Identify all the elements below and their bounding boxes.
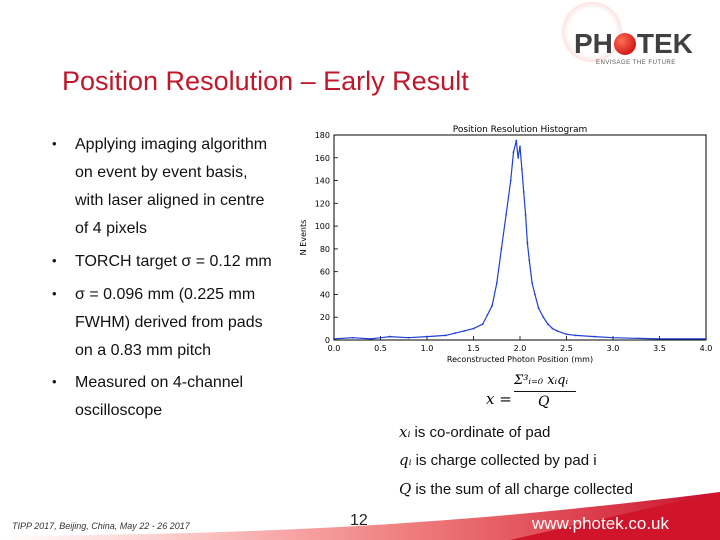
data-point (593, 335, 596, 338)
data-point (574, 334, 577, 337)
formula-lhs: x = (486, 390, 512, 408)
logo-glow (562, 2, 622, 62)
data-point (547, 323, 549, 325)
data-point (351, 336, 354, 339)
data-point (537, 307, 540, 310)
photek-logo: PH TEK (574, 28, 693, 60)
data-point (333, 337, 335, 340)
x-tick-label: 4.0 (700, 344, 713, 353)
x-tick-label: 2.5 (560, 344, 573, 353)
x-tick-label: 0.5 (374, 344, 387, 353)
y-tick-label: 60 (320, 268, 330, 277)
bullet-line: oscilloscope (75, 402, 163, 419)
plot-frame (333, 134, 707, 341)
data-point (519, 145, 521, 148)
data-point (531, 282, 533, 284)
y-tick-label: 80 (320, 245, 330, 254)
data-point (509, 179, 512, 182)
histogram-series-line (333, 140, 706, 340)
footer-swoosh (0, 492, 720, 540)
data-point (454, 332, 456, 335)
fraction-bar (514, 391, 576, 392)
definition-line: xᵢ is co-ordinate of pad (399, 423, 551, 441)
data-point (526, 242, 529, 245)
bullet-line: FWHM) derived from pads (75, 314, 263, 331)
data-point (658, 337, 661, 340)
data-point (533, 293, 536, 296)
data-point (512, 151, 515, 153)
bullet-item: • Applying imaging algorithm (52, 136, 268, 153)
bullet-list: • Applying imaging algorithm on event by … (0, 0, 310, 440)
y-axis-label: N Events (299, 220, 308, 256)
data-point (524, 213, 527, 216)
data-point (472, 327, 475, 330)
x-tick-label: 1.0 (421, 344, 434, 353)
bullet-item: • TORCH target σ = 0.12 mm (52, 253, 272, 270)
bullet-line: with laser aligned in centre (75, 192, 265, 209)
y-tick-label: 40 (320, 290, 330, 299)
data-point (370, 337, 373, 340)
data-point (551, 327, 554, 330)
data-point (556, 329, 559, 332)
data-point (388, 335, 391, 338)
data-point (517, 156, 520, 159)
formula-numerator: Σ³ᵢ₌₀ xᵢqᵢ (514, 373, 569, 388)
website-link[interactable]: www.photek.co.uk (532, 514, 670, 533)
data-point (542, 316, 545, 319)
data-point (463, 329, 466, 332)
data-point (705, 337, 707, 340)
data-point (505, 213, 507, 216)
y-tick-label: 20 (320, 313, 330, 322)
y-tick-label: 160 (315, 154, 330, 163)
formula-denominator: Q (538, 394, 550, 410)
data-point (565, 333, 568, 336)
data-point (407, 336, 410, 339)
data-point (444, 334, 447, 337)
logo-tagline: ENVISAGE THE FUTURE (596, 60, 676, 66)
data-point (522, 191, 525, 193)
slide-title: Position Resolution – Early Result (62, 66, 469, 96)
bullet-line: of 4 pixels (75, 220, 148, 237)
logo-orb-icon (613, 33, 636, 55)
centroid-formula: x = Σ³ᵢ₌₀ xᵢqᵢ Q (486, 370, 586, 420)
page-number: 12 (350, 512, 368, 529)
data-point (426, 335, 428, 338)
data-point (520, 168, 523, 171)
y-tick-label: 0 (325, 336, 330, 345)
y-tick-label: 180 (315, 131, 330, 140)
data-point (491, 304, 493, 307)
data-point (528, 259, 531, 262)
data-point (612, 336, 614, 339)
bullet-line: on event by event basis, (75, 164, 248, 181)
x-tick-label: 3.5 (653, 344, 666, 353)
y-tick-label: 120 (315, 199, 330, 208)
y-tick-label: 100 (315, 222, 330, 231)
data-point (486, 314, 489, 316)
bullet-line: on a 0.83 mm pitch (75, 342, 212, 359)
chart-title: Position Resolution Histogram (453, 125, 587, 135)
logo-text-part2: TEK (636, 28, 693, 59)
x-tick-label: 2.0 (514, 344, 527, 353)
data-point (500, 247, 503, 250)
definition-line: qᵢ is charge collected by pad i (399, 451, 597, 469)
x-axis-label: Reconstructed Photon Position (mm) (447, 355, 593, 364)
x-tick-label: 0.0 (328, 344, 341, 353)
data-point (515, 139, 518, 142)
logo-text-part1: PH (574, 28, 613, 59)
bullet-item: • σ = 0.096 mm (0.225 mm (52, 286, 256, 303)
y-tick-label: 140 (315, 177, 330, 186)
footer-conference: TIPP 2017, Beijing, China, May 22 - 26 2… (12, 521, 190, 531)
histogram-chart: Position Resolution Histogram 0.0 0.5 1.0 1.… (299, 125, 713, 364)
data-point (495, 282, 498, 284)
data-point (481, 323, 484, 325)
bullet-item: • Measured on 4-channel (52, 374, 244, 391)
x-tick-label: 3.0 (607, 344, 620, 353)
x-tick-label: 1.5 (467, 344, 480, 353)
